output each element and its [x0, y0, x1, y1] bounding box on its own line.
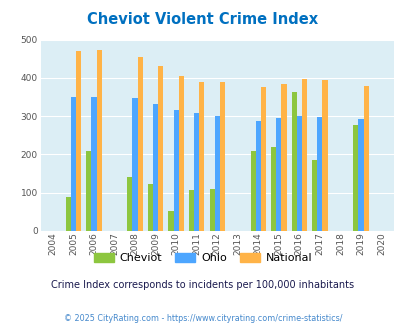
Bar: [362, 86, 368, 231]
Bar: [153, 104, 158, 231]
Bar: [301, 79, 306, 231]
Bar: [147, 184, 153, 231]
Bar: [214, 116, 219, 231]
Text: Cheviot Violent Crime Index: Cheviot Violent Crime Index: [87, 12, 318, 26]
Bar: [271, 147, 275, 231]
Bar: [281, 84, 286, 231]
Text: © 2025 CityRating.com - https://www.cityrating.com/crime-statistics/: © 2025 CityRating.com - https://www.city…: [64, 314, 341, 323]
Bar: [352, 125, 358, 231]
Bar: [194, 113, 199, 231]
Bar: [188, 190, 194, 231]
Bar: [158, 66, 163, 231]
Bar: [71, 97, 76, 231]
Bar: [66, 197, 71, 231]
Bar: [219, 82, 224, 231]
Text: Crime Index corresponds to incidents per 100,000 inhabitants: Crime Index corresponds to incidents per…: [51, 280, 354, 290]
Bar: [91, 97, 96, 231]
Bar: [260, 87, 265, 231]
Bar: [322, 80, 327, 231]
Bar: [137, 57, 143, 231]
Bar: [168, 211, 173, 231]
Bar: [76, 51, 81, 231]
Bar: [96, 50, 101, 231]
Bar: [255, 121, 260, 231]
Bar: [358, 119, 362, 231]
Bar: [173, 111, 178, 231]
Bar: [132, 98, 137, 231]
Bar: [296, 116, 301, 231]
Bar: [86, 150, 91, 231]
Legend: Cheviot, Ohio, National: Cheviot, Ohio, National: [89, 248, 316, 267]
Bar: [178, 76, 183, 231]
Bar: [209, 189, 214, 231]
Bar: [199, 82, 204, 231]
Bar: [127, 178, 132, 231]
Bar: [275, 118, 281, 231]
Bar: [317, 117, 322, 231]
Bar: [311, 160, 317, 231]
Bar: [250, 150, 255, 231]
Bar: [291, 92, 296, 231]
